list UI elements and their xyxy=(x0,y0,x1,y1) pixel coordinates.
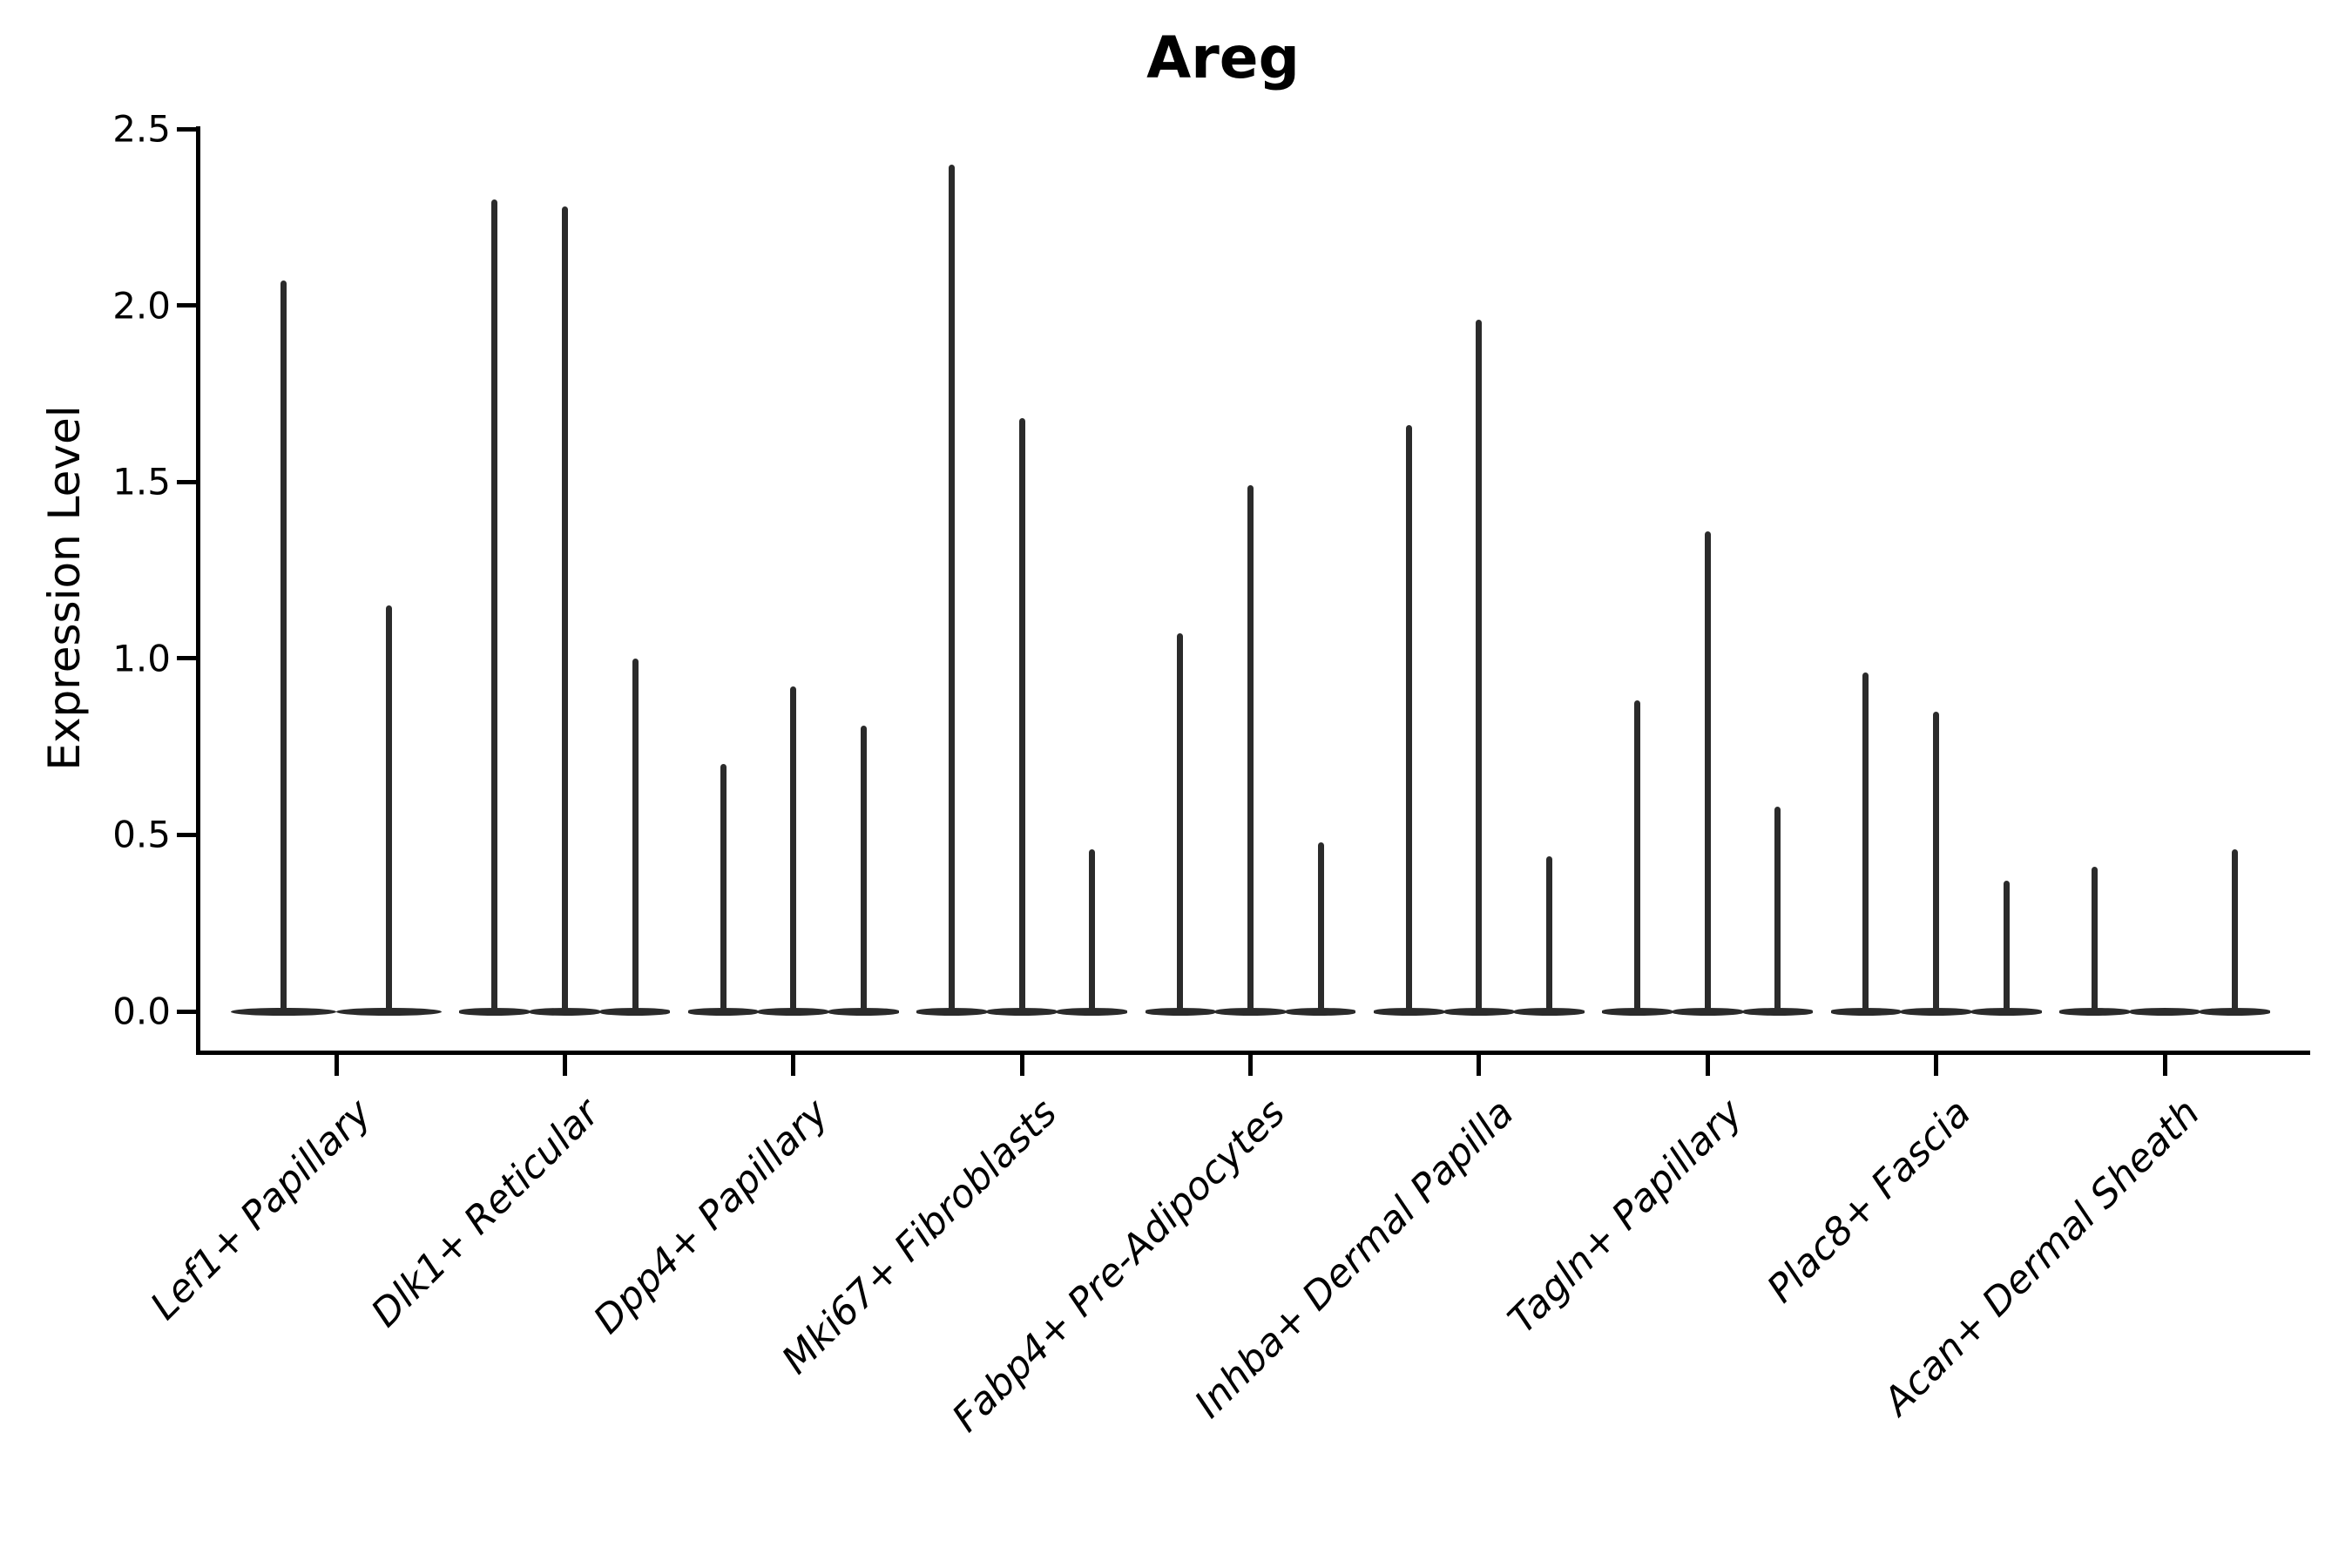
violin-baseline xyxy=(2200,1008,2270,1016)
violin-baseline xyxy=(231,1008,336,1016)
y-tick-label: 1.0 xyxy=(112,637,171,680)
y-tick-mark xyxy=(177,832,198,837)
violin-spike xyxy=(1634,700,1641,1011)
violin-baseline xyxy=(1830,1008,1902,1016)
violin-spike xyxy=(386,605,392,1011)
x-tick-mark xyxy=(1705,1055,1710,1076)
violin-spike xyxy=(1018,418,1025,1011)
x-axis-line xyxy=(196,1051,2310,1055)
chart-title: Areg xyxy=(1146,24,1300,91)
x-tick-mark xyxy=(1019,1055,1024,1076)
x-tick-label: Plac8+ Fascia xyxy=(1759,1091,1980,1312)
violin-baseline xyxy=(1901,1008,1971,1016)
violin-spike xyxy=(1933,711,1940,1011)
x-tick-label: Dpp4+ Papillary xyxy=(585,1091,837,1343)
violin-baseline xyxy=(459,1008,531,1016)
violin-spike xyxy=(720,764,727,1011)
violin-spike xyxy=(1476,319,1483,1011)
violin-spike xyxy=(1177,633,1184,1011)
violin-baseline xyxy=(1145,1008,1216,1016)
violin-baseline xyxy=(1514,1008,1585,1016)
violin-spike xyxy=(280,280,287,1011)
x-tick-mark xyxy=(791,1055,796,1076)
violin-spike xyxy=(1774,806,1781,1011)
violin-spike xyxy=(1089,848,1096,1011)
y-axis-line xyxy=(196,126,200,1055)
y-tick-label: 2.5 xyxy=(112,107,171,151)
violin-spike xyxy=(948,164,955,1011)
violin-spike xyxy=(632,658,639,1011)
y-tick-mark xyxy=(177,303,198,308)
violin-baseline xyxy=(1970,1008,2042,1016)
y-tick-label: 0.0 xyxy=(112,990,171,1033)
violin-baseline xyxy=(1285,1008,1356,1016)
violin-baseline xyxy=(1742,1008,1814,1016)
violin-baseline xyxy=(828,1008,899,1016)
violin-baseline xyxy=(1215,1008,1286,1016)
x-tick-label: Tagln+ Papillary xyxy=(1499,1091,1752,1342)
y-tick-label: 1.5 xyxy=(112,460,171,504)
violin-spike xyxy=(790,686,797,1011)
x-tick-mark xyxy=(2162,1055,2167,1076)
violin-spike xyxy=(2003,881,2010,1011)
x-tick-mark xyxy=(1934,1055,1939,1076)
x-tick-mark xyxy=(1248,1055,1253,1076)
violin-baseline xyxy=(2129,1008,2200,1016)
x-tick-label: Lef1+ Papillary xyxy=(142,1091,381,1329)
violin-spike xyxy=(561,206,568,1011)
violin-baseline xyxy=(1057,1008,1128,1016)
y-tick-mark xyxy=(177,126,198,132)
violin-baseline xyxy=(1672,1008,1743,1016)
violin-baseline xyxy=(916,1008,987,1016)
violin-spike xyxy=(1247,485,1254,1011)
x-tick-mark xyxy=(334,1055,339,1076)
violin-baseline xyxy=(2059,1008,2130,1016)
y-tick-mark xyxy=(177,1009,198,1014)
y-tick-label: 0.5 xyxy=(112,813,171,856)
violin-spike xyxy=(1862,672,1869,1011)
violin-spike xyxy=(1704,531,1711,1011)
violin-baseline xyxy=(1602,1008,1673,1016)
violin-baseline xyxy=(1443,1008,1515,1016)
violin-spike xyxy=(491,199,498,1011)
violin-spike xyxy=(1317,841,1324,1011)
x-tick-label: Dlk1+ Reticular xyxy=(363,1091,609,1336)
violin-baseline xyxy=(758,1008,829,1016)
violin-spike xyxy=(1405,425,1412,1011)
violin-baseline xyxy=(1373,1008,1444,1016)
y-tick-mark xyxy=(177,656,198,661)
violin-spike xyxy=(1546,855,1553,1011)
violin-spike xyxy=(2232,848,2239,1011)
y-tick-label: 2.0 xyxy=(112,284,171,328)
violin-baseline xyxy=(336,1008,442,1016)
violin-spike xyxy=(860,725,867,1011)
violin-baseline xyxy=(599,1008,671,1016)
violin-baseline xyxy=(530,1008,600,1016)
violin-baseline xyxy=(986,1008,1058,1016)
y-tick-mark xyxy=(177,479,198,484)
violin-baseline xyxy=(687,1008,759,1016)
x-tick-mark xyxy=(562,1055,567,1076)
violin-spike xyxy=(2091,866,2098,1011)
x-tick-mark xyxy=(1477,1055,1482,1076)
